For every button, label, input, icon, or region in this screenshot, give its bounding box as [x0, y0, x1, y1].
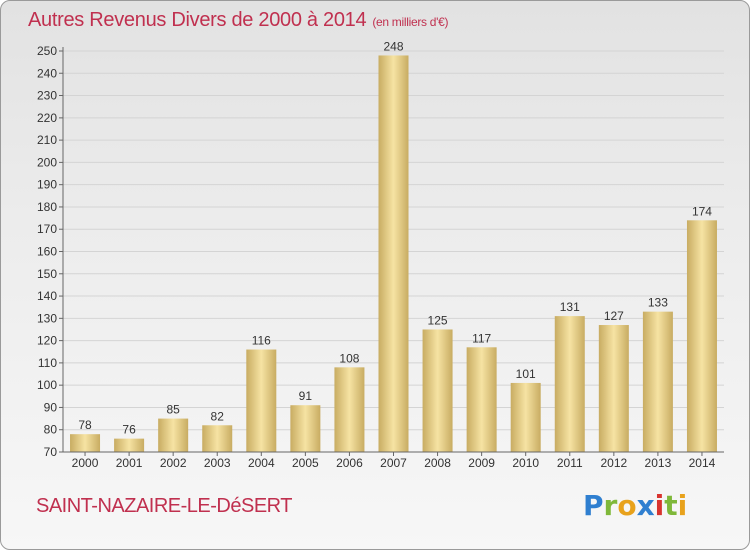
axes	[59, 47, 724, 456]
x-tick-label-2002: 2002	[160, 456, 187, 470]
labels: 7080901001101201301401501601701801902002…	[37, 39, 716, 470]
x-tick-label-2001: 2001	[116, 456, 143, 470]
data-label-2003: 82	[211, 409, 225, 423]
y-tick-label: 130	[37, 311, 57, 325]
data-label-2001: 76	[122, 423, 136, 437]
bar-2012	[598, 325, 629, 452]
x-tick-label-2009: 2009	[468, 456, 495, 470]
x-tick-label-2008: 2008	[424, 456, 451, 470]
y-tick-label: 120	[37, 334, 57, 348]
chart-title-text: Autres Revenus Divers de 2000 à 2014	[28, 9, 367, 31]
bar-2005	[290, 405, 321, 452]
y-tick-label: 150	[37, 267, 57, 281]
y-tick-label: 220	[37, 111, 57, 125]
y-tick-label: 110	[38, 356, 57, 370]
bar-2010	[510, 382, 541, 452]
bar-2003	[202, 425, 233, 452]
bar-2007	[378, 55, 409, 452]
x-tick-label-2013: 2013	[645, 456, 672, 470]
data-label-2000: 78	[78, 418, 92, 432]
bar-2002	[158, 418, 189, 452]
y-tick-label: 160	[37, 245, 57, 259]
proxiti-logo: Proxiti	[583, 489, 688, 522]
bar-2008	[422, 329, 453, 452]
y-tick-label: 210	[37, 133, 57, 147]
y-tick-label: 80	[44, 423, 58, 437]
x-tick-label-2010: 2010	[512, 456, 539, 470]
x-tick-label-2012: 2012	[600, 456, 627, 470]
bar-2011	[554, 316, 585, 452]
data-label-2012: 127	[604, 309, 624, 323]
x-tick-label-2006: 2006	[336, 456, 363, 470]
data-label-2010: 101	[516, 367, 536, 381]
x-tick-label-2005: 2005	[292, 456, 319, 470]
data-label-2007: 248	[383, 39, 403, 53]
data-label-2004: 116	[252, 334, 271, 348]
x-tick-label-2000: 2000	[72, 456, 99, 470]
bar-2000	[70, 434, 101, 452]
bar-2006	[334, 367, 365, 452]
y-tick-label: 140	[37, 289, 57, 303]
bar-2004	[246, 349, 277, 452]
bars	[70, 55, 717, 452]
commune-name: SAINT-NAZAIRE-LE-DéSERT	[36, 495, 292, 517]
chart-title: Autres Revenus Divers de 2000 à 2014 (en …	[28, 9, 449, 32]
data-label-2008: 125	[428, 313, 448, 327]
x-tick-label-2003: 2003	[204, 456, 231, 470]
bar-2013	[642, 311, 673, 452]
y-tick-label: 100	[37, 378, 57, 392]
y-tick-label: 190	[37, 178, 57, 192]
y-tick-label: 250	[37, 44, 57, 58]
y-tick-label: 200	[37, 155, 57, 169]
x-tick-label-2014: 2014	[689, 456, 716, 470]
y-tick-label: 240	[37, 66, 57, 80]
y-tick-label: 90	[44, 400, 58, 414]
data-label-2011: 131	[560, 300, 580, 314]
bar-2009	[466, 347, 497, 452]
y-tick-label: 230	[37, 89, 57, 103]
data-label-2006: 108	[339, 351, 359, 365]
data-label-2014: 174	[692, 204, 712, 218]
y-tick-label: 70	[44, 445, 58, 459]
data-label-2002: 85	[166, 403, 180, 417]
bar-2001	[114, 438, 145, 452]
y-tick-label: 170	[37, 222, 57, 236]
chart-unit: (en milliers d'€)	[372, 15, 449, 29]
data-label-2005: 91	[299, 389, 313, 403]
data-label-2009: 117	[472, 331, 491, 345]
y-tick-label: 180	[37, 200, 57, 214]
x-tick-label-2011: 2011	[557, 456, 583, 470]
data-label-2013: 133	[648, 296, 668, 310]
x-tick-label-2004: 2004	[248, 456, 275, 470]
bar-2014	[686, 220, 717, 452]
x-tick-label-2007: 2007	[380, 456, 407, 470]
